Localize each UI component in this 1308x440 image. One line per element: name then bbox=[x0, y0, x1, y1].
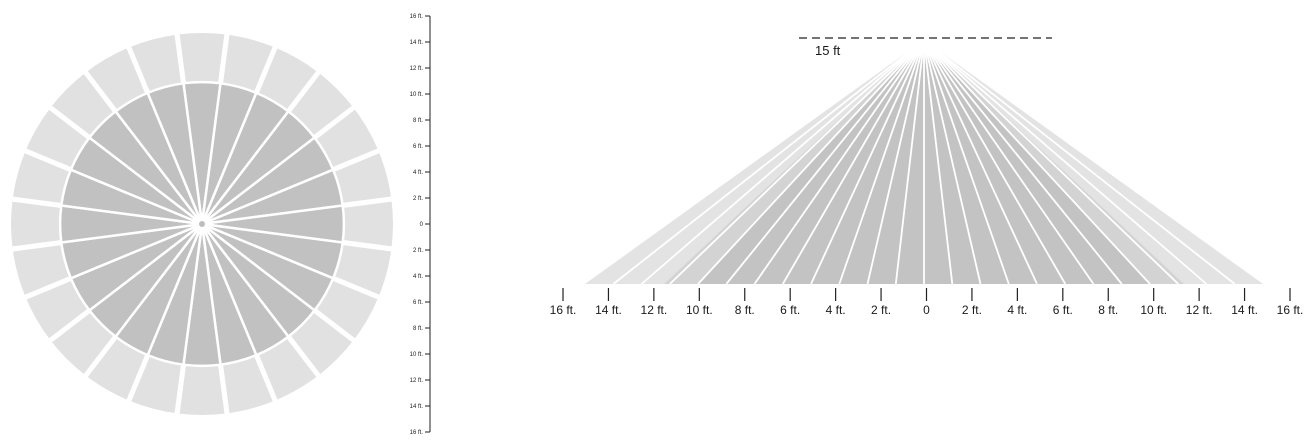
beam-separator bbox=[923, 39, 1236, 285]
mount-height-label: 15 ft bbox=[815, 43, 841, 58]
beam-separator bbox=[640, 39, 925, 285]
side-view-coverage bbox=[585, 39, 1263, 285]
vertical-tick-label: 8 ft. bbox=[413, 118, 423, 124]
horizontal-tick-label: 16 ft. bbox=[1277, 303, 1304, 317]
inner-zone-segment bbox=[146, 81, 204, 225]
horizontal-tick-label: 4 ft. bbox=[1007, 303, 1027, 317]
beam-separator bbox=[923, 39, 1123, 285]
horizontal-tick-label: 10 ft. bbox=[686, 303, 713, 317]
horizontal-tick-label: 6 ft. bbox=[1053, 303, 1073, 317]
horizontal-tick-label: 6 ft. bbox=[780, 303, 800, 317]
vertical-tick-label: 12 ft. bbox=[410, 66, 424, 72]
vertical-tick-label: 8 ft. bbox=[413, 326, 423, 332]
vertical-tick-label: 2 ft. bbox=[413, 196, 423, 202]
horizontal-tick-label: 14 ft. bbox=[1231, 303, 1258, 317]
horizontal-tick-label: 12 ft. bbox=[641, 303, 668, 317]
horizontal-tick-label: 16 ft. bbox=[550, 303, 577, 317]
beam-separator bbox=[753, 39, 925, 285]
beam-separator bbox=[923, 39, 1151, 285]
beam-separator bbox=[923, 39, 1208, 285]
horizontal-tick-label: 0 bbox=[923, 303, 930, 317]
vertical-tick-label: 2 ft. bbox=[413, 248, 423, 254]
vertical-tick-label: 4 ft. bbox=[413, 274, 423, 280]
vertical-tick-label: 6 ft. bbox=[413, 144, 423, 150]
sensor-center bbox=[199, 221, 205, 227]
horizontal-tick-label: 2 ft. bbox=[962, 303, 982, 317]
beam-separator bbox=[866, 39, 925, 285]
vertical-tick-label: 6 ft. bbox=[413, 300, 423, 306]
horizontal-tick-label: 2 ft. bbox=[871, 303, 891, 317]
vertical-tick-label: 14 ft. bbox=[410, 404, 424, 410]
horizontal-scale: 16 ft. 14 ft. 12 ft. 10 ft. 8 ft. 6 ft. 4 ft. 2… bbox=[550, 288, 1304, 317]
vertical-tick-label: 12 ft. bbox=[410, 378, 424, 384]
vertical-tick-label: 16 ft. bbox=[410, 430, 424, 436]
horizontal-tick-label: 8 ft. bbox=[1098, 303, 1118, 317]
vertical-tick-label: 10 ft. bbox=[410, 92, 424, 98]
vertical-tick-label: 10 ft. bbox=[410, 352, 424, 358]
beam-separator bbox=[923, 39, 1179, 285]
horizontal-tick-label: 8 ft. bbox=[735, 303, 755, 317]
horizontal-tick-label: 10 ft. bbox=[1140, 303, 1167, 317]
beam-separator bbox=[838, 39, 925, 285]
vertical-tick-label: 14 ft. bbox=[410, 40, 424, 46]
beam-separator bbox=[894, 39, 925, 285]
top-view-coverage bbox=[6, 28, 398, 420]
beam-separator bbox=[810, 39, 925, 285]
horizontal-tick-label: 14 ft. bbox=[595, 303, 622, 317]
beam-separator bbox=[697, 39, 925, 285]
beam-separator bbox=[923, 39, 1095, 285]
beam-separator bbox=[725, 39, 925, 285]
vertical-tick-label: 16 ft. bbox=[410, 14, 424, 20]
beam-separator bbox=[669, 39, 925, 285]
beam-separator bbox=[923, 39, 1067, 285]
beam-separator bbox=[612, 39, 925, 285]
vertical-scale: 16 ft. 14 ft. 12 ft. 10 ft. 8 ft. 6 ft. 4 ft. 2… bbox=[410, 14, 431, 436]
horizontal-tick-label: 12 ft. bbox=[1186, 303, 1213, 317]
horizontal-tick-label: 4 ft. bbox=[826, 303, 846, 317]
vertical-tick-label: 0 bbox=[420, 222, 424, 228]
beam-separator bbox=[923, 39, 1038, 285]
beam-separator bbox=[923, 39, 1010, 285]
beam-separator bbox=[782, 39, 925, 285]
vertical-tick-label: 4 ft. bbox=[413, 170, 423, 176]
beam-separator bbox=[923, 39, 982, 285]
beam-separator bbox=[923, 39, 954, 285]
